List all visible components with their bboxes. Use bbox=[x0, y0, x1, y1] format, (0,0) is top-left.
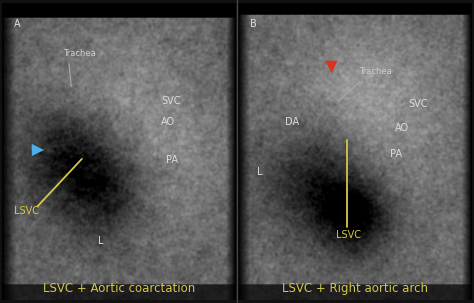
Text: B: B bbox=[250, 19, 256, 29]
Text: L: L bbox=[256, 167, 262, 177]
Text: LSVC + Aortic coarctation: LSVC + Aortic coarctation bbox=[43, 281, 195, 295]
Text: AO: AO bbox=[394, 123, 409, 133]
Text: DA: DA bbox=[285, 117, 299, 127]
Text: LSVC: LSVC bbox=[336, 230, 361, 240]
Text: A: A bbox=[14, 19, 21, 29]
Text: LSVC: LSVC bbox=[14, 206, 39, 216]
Text: PA: PA bbox=[166, 155, 178, 165]
Text: LSVC + Right aortic arch: LSVC + Right aortic arch bbox=[282, 281, 428, 295]
Text: Trachea: Trachea bbox=[63, 49, 96, 58]
Text: AO: AO bbox=[161, 117, 175, 127]
Text: SVC: SVC bbox=[161, 96, 181, 106]
Text: L: L bbox=[98, 235, 103, 246]
Text: Trachea: Trachea bbox=[359, 67, 392, 76]
Text: PA: PA bbox=[390, 149, 402, 159]
Text: SVC: SVC bbox=[409, 99, 428, 109]
